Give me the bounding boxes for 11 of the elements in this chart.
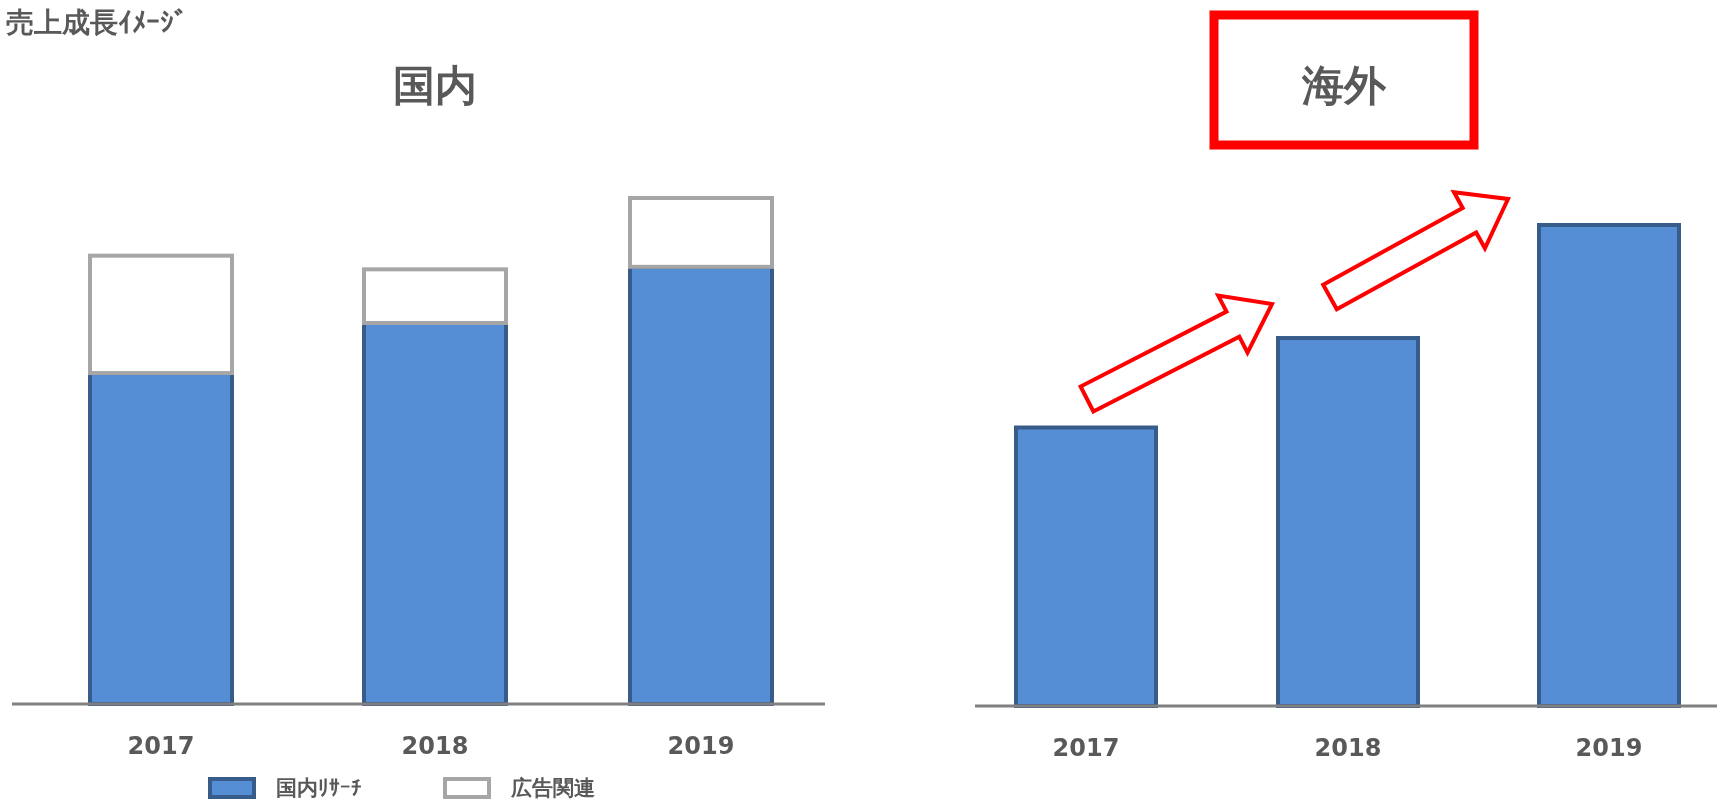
legend-label: 広告関連	[510, 776, 595, 800]
x-tick-label: 2018	[1314, 734, 1382, 762]
legend-label: 国内ﾘｻｰﾁ	[276, 776, 362, 800]
text: 売上成長ｲﾒｰｼﾞ	[6, 6, 188, 39]
chart-title: 海外	[1301, 61, 1387, 110]
x-tick-label: 2017	[127, 732, 195, 760]
x-tick-label: 2019	[1575, 734, 1643, 762]
chart-title: 国内	[393, 61, 477, 110]
x-tick-label: 2019	[667, 732, 735, 760]
x-tick-label: 2018	[401, 732, 469, 760]
x-tick-label: 2017	[1052, 734, 1120, 762]
